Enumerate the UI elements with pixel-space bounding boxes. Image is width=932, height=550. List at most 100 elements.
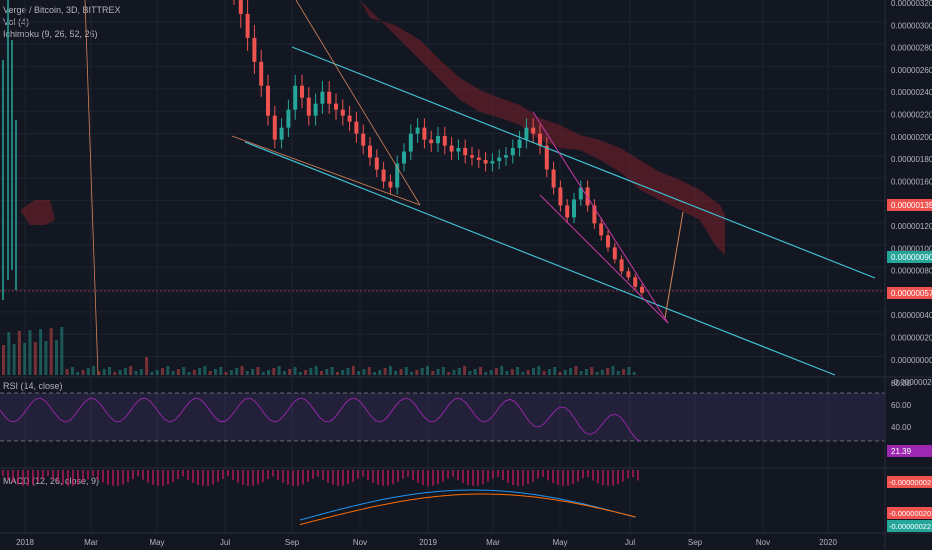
volume-bar: [452, 370, 456, 375]
candle-body: [238, 0, 243, 14]
rsi-tick-label: 40.00: [891, 423, 912, 432]
macd-histogram-bar: [527, 470, 529, 485]
price-label: 0.00000057: [891, 289, 932, 298]
volume-bar: [2, 345, 5, 375]
volume-bar: [595, 372, 599, 375]
macd-histogram-bar: [227, 470, 229, 477]
macd-histogram-bar: [457, 470, 459, 481]
candle-body: [456, 147, 461, 152]
macd-histogram-bar: [197, 470, 199, 485]
x-tick-label: 2019: [419, 538, 437, 547]
volume-bar: [367, 367, 371, 375]
volume-bar: [335, 372, 339, 375]
volume-bar: [553, 367, 557, 375]
volume-bar: [219, 367, 223, 375]
macd-histogram-bar: [302, 470, 304, 485]
macd-histogram-bar: [82, 470, 84, 483]
macd-histogram-bar: [477, 470, 479, 486]
x-tick-label: Mar: [84, 538, 98, 547]
macd-histogram-bar: [572, 470, 574, 485]
volume-bar: [341, 370, 345, 375]
volume-bar: [585, 369, 588, 375]
volume-bar: [251, 369, 255, 375]
volume-bar: [7, 332, 11, 375]
volume-bar: [282, 371, 286, 375]
macd-histogram-bar: [297, 470, 299, 486]
macd-histogram-bar: [42, 470, 44, 480]
volume-bar: [309, 368, 313, 375]
y-tick-label: 0.00000100: [891, 244, 932, 253]
x-tick-label: Sep: [285, 538, 300, 547]
candle-body: [354, 121, 359, 134]
candle-body: [619, 259, 624, 272]
candle-body: [483, 159, 488, 164]
volume-bar: [494, 368, 498, 375]
volume-bar: [192, 370, 196, 375]
volume-bar: [600, 370, 604, 375]
volume-bar: [129, 366, 133, 375]
volume-bar: [214, 369, 217, 375]
candle-body: [565, 205, 570, 218]
rsi-legend[interactable]: RSI (14, close): [3, 381, 63, 391]
y-tick-label: 0.00000160: [891, 177, 932, 186]
volume-bar: [484, 372, 488, 375]
price-label: 0.00000090: [891, 253, 932, 262]
macd-histogram-bar: [217, 470, 219, 483]
volume-bar: [500, 366, 504, 375]
macd-histogram-bar: [207, 470, 209, 486]
trend-drawings[interactable]: [84, 0, 876, 376]
volume-bar: [362, 369, 366, 375]
candle-body: [510, 147, 515, 156]
volume-bar: [431, 371, 435, 375]
macd-histogram-bar: [182, 470, 184, 477]
macd-histogram-bar: [517, 470, 519, 486]
candle-body: [381, 169, 386, 182]
macd-histogram-bar: [252, 470, 254, 486]
macd-histogram-bar: [277, 470, 279, 480]
volume-bar: [526, 370, 530, 375]
macd-histogram-bar: [287, 470, 289, 485]
volume-bar: [383, 368, 387, 375]
candle-body: [606, 235, 610, 248]
candle-body: [504, 155, 508, 158]
price-candles[interactable]: [2, 0, 644, 300]
macd-histogram-bar: [362, 470, 364, 477]
volume-bar: [81, 370, 85, 375]
macd-histogram-bar: [212, 470, 214, 485]
volume-bar: [145, 357, 149, 375]
macd-histogram-bar: [102, 470, 104, 483]
candle-body: [538, 133, 542, 146]
macd-histogram-bar: [502, 470, 504, 481]
y-tick-label: 0.00000280: [891, 44, 932, 53]
macd-histogram-bar: [492, 470, 494, 479]
volume-bar: [426, 366, 429, 375]
y-tick-label: -0.00000020: [891, 378, 932, 387]
macd-legend[interactable]: MACD (12, 26, close, 9): [3, 476, 100, 486]
symbol-title[interactable]: Verge / Bitcoin, 3D, BITTREX: [3, 5, 121, 15]
x-tick-label: Sep: [688, 538, 703, 547]
ichimoku-legend[interactable]: Ichimoku (9, 26, 52, 26): [3, 29, 98, 39]
volume-bar: [166, 366, 170, 375]
candle-body: [327, 91, 332, 104]
price-label-box: [887, 251, 932, 263]
macd-value-label: -0.00000002: [889, 478, 931, 487]
macd-histogram-bar: [57, 470, 59, 483]
macd-histogram-bar: [622, 470, 624, 482]
y-tick-label: 0.00000000: [891, 356, 932, 365]
macd-histogram-bar: [372, 470, 374, 483]
macd-histogram-bar: [577, 470, 579, 482]
candle-body: [313, 103, 318, 116]
candle-body: [245, 13, 250, 38]
macd-value-box: [887, 520, 932, 532]
volume-bar: [12, 344, 16, 375]
macd-histogram-bar: [22, 470, 24, 486]
volume-bar: [293, 367, 297, 375]
macd-histogram-bar: [402, 470, 404, 479]
trend-line: [231, 135, 421, 206]
volume-bar: [245, 371, 249, 375]
macd-histogram-bar: [167, 470, 169, 485]
macd-histogram-bar: [322, 470, 324, 480]
volume-bar: [505, 371, 509, 375]
candle-body: [442, 136, 447, 146]
